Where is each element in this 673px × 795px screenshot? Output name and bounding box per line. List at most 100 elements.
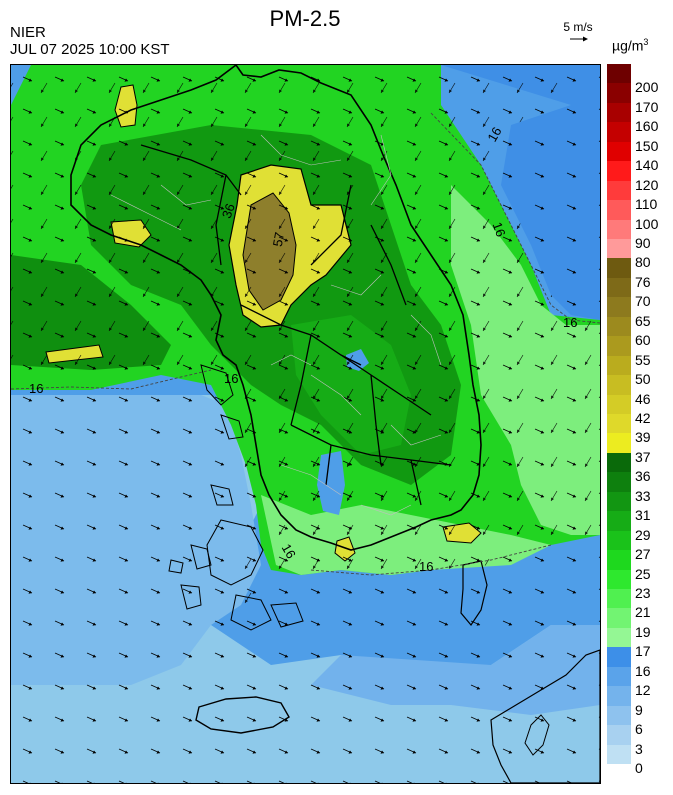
- legend-label: 36: [635, 468, 651, 485]
- contour-label: 16: [484, 124, 504, 144]
- legend-swatch: [607, 141, 631, 162]
- legend-swatch: [607, 64, 631, 84]
- contour-label: 36: [219, 202, 238, 221]
- legend-swatch: [607, 666, 631, 687]
- legend-label: 46: [635, 390, 651, 407]
- legend-label: 60: [635, 332, 651, 349]
- province-boundaries: [140, 144, 452, 506]
- legend-swatch: [607, 627, 631, 648]
- legend-swatch: [607, 725, 631, 746]
- unit-text: µg/m: [612, 37, 644, 54]
- legend-swatch: [607, 277, 631, 298]
- legend-swatch: [607, 452, 631, 473]
- legend-label: 140: [635, 157, 659, 174]
- legend-label: 3: [635, 740, 643, 757]
- legend-swatch: [607, 375, 631, 396]
- japan-coastline: [490, 649, 600, 783]
- legend-label: 200: [635, 79, 659, 96]
- unit-label: µg/m3: [612, 37, 648, 54]
- legend-swatch: [607, 316, 631, 337]
- legend-label: 9: [635, 701, 643, 718]
- legend-swatch: [607, 569, 631, 590]
- legend-swatch: [607, 258, 631, 279]
- contour-label: 16: [563, 315, 577, 330]
- legend-label: 19: [635, 623, 651, 640]
- legend-swatch: [607, 83, 631, 104]
- district-boundaries: [110, 134, 442, 516]
- legend-swatch: [607, 686, 631, 707]
- legend-swatch: [607, 744, 631, 765]
- legend-label: 90: [635, 235, 651, 251]
- legend-label: 39: [635, 429, 651, 446]
- legend-label: 65: [635, 312, 651, 329]
- legend-swatch: [607, 491, 631, 512]
- wind-reference-label: 5 m/s: [563, 20, 593, 34]
- legend-label: 50: [635, 371, 651, 388]
- legend-label: 6: [635, 721, 643, 738]
- western-islands: [168, 364, 244, 610]
- wind-reference-arrow-icon: [570, 36, 588, 42]
- legend-label: 16: [635, 662, 651, 679]
- agency-label: NIER: [10, 24, 46, 41]
- legend-swatch: [607, 161, 631, 182]
- legend-swatch: [607, 589, 631, 609]
- forecast-timestamp: JUL 07 2025 10:00 KST: [10, 41, 170, 58]
- legend-swatch: [607, 219, 631, 240]
- legend-swatch: [607, 180, 631, 201]
- southwest-islands: [206, 519, 304, 631]
- geoje-island: [460, 560, 488, 627]
- legend-label: 17: [635, 643, 651, 660]
- legend-swatch: [607, 705, 631, 726]
- legend-label: 110: [635, 196, 658, 213]
- legend-swatch: [607, 394, 631, 415]
- contour-16-west: [11, 369, 212, 390]
- legend-swatch: [607, 355, 631, 376]
- legend-label: 0: [635, 760, 643, 776]
- contour-label: 16: [419, 559, 433, 574]
- legend-swatch: [607, 297, 631, 318]
- legend-swatch: [607, 550, 631, 571]
- legend-label: 25: [635, 565, 651, 582]
- legend-swatch: [607, 472, 631, 493]
- legend-label: 12: [635, 682, 651, 699]
- contour-label: 16: [29, 381, 43, 396]
- legend-label: 160: [635, 118, 659, 135]
- legend-swatch: [607, 336, 631, 357]
- legend-label: 27: [635, 546, 651, 563]
- legend-label: 150: [635, 137, 659, 154]
- legend-label: 31: [635, 507, 651, 524]
- legend-swatch: [607, 414, 631, 434]
- tsushima-islands: [524, 714, 550, 756]
- legend-swatch: [607, 647, 631, 668]
- jeju-island: [195, 696, 290, 734]
- contour-label: 16: [279, 541, 299, 561]
- contour-16-east: [430, 112, 600, 324]
- korean-peninsula-coastline: [70, 65, 482, 551]
- color-scale-legend: 200 170 160 150 140 120 110 100 90 80 76 70 65 60 55 50…: [607, 64, 673, 775]
- legend-label: 120: [635, 176, 659, 193]
- unit-exponent: 3: [643, 37, 649, 47]
- legend-swatch: [607, 239, 631, 259]
- map-canvas: 16 16 16 16 16 16 16 36 57: [11, 65, 600, 783]
- legend-label: 33: [635, 487, 651, 504]
- legend-label: 70: [635, 293, 651, 310]
- legend-swatch: [607, 122, 631, 143]
- legend-label: 37: [635, 448, 651, 465]
- map-title: PM-2.5: [269, 6, 341, 31]
- contour-16-south: [310, 544, 552, 576]
- legend-swatch: [607, 200, 631, 221]
- legend-swatch: [607, 530, 631, 551]
- legend-label: 100: [635, 215, 659, 232]
- legend-label: 76: [635, 273, 651, 290]
- legend-swatch: [607, 102, 631, 123]
- legend-swatch: [607, 511, 631, 532]
- legend-label: 21: [635, 604, 651, 621]
- legend-label: 29: [635, 526, 651, 543]
- contour-label: 16: [224, 371, 238, 386]
- legend-label: 55: [635, 351, 651, 368]
- concentration-map: 16 16 16 16 16 16 16 36 57: [10, 64, 601, 784]
- legend-label: 42: [635, 410, 651, 426]
- legend-label: 23: [635, 585, 651, 601]
- contour-label: 57: [270, 231, 287, 248]
- legend-label: 80: [635, 254, 651, 271]
